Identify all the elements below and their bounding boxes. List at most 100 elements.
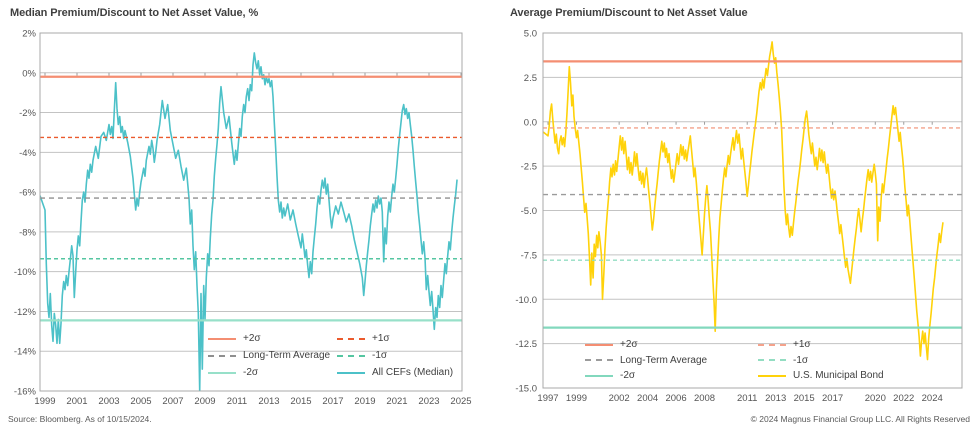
legend-swatch xyxy=(208,354,236,357)
plot-border xyxy=(39,32,463,392)
x-tick-label: 2005 xyxy=(130,396,151,407)
legend-item: Long-Term Average xyxy=(585,355,758,366)
x-tick-label: 1999 xyxy=(34,396,55,407)
legend-label: -2σ xyxy=(243,367,259,378)
legend-label: Long-Term Average xyxy=(243,350,331,361)
legend-label: -1σ xyxy=(793,354,809,366)
y-tick-label: -10% xyxy=(14,267,37,278)
x-tick-label: 2003 xyxy=(98,396,119,407)
x-tick-label: 2013 xyxy=(258,396,279,407)
chart-plot-right: 5.0 2.5 0.0 -2.5 -5.0 -7.5 -10.0 -12.5 -15.01997… xyxy=(515,29,963,404)
x-tick-label: 2007 xyxy=(162,396,183,407)
legend-label: -2σ xyxy=(620,370,636,382)
legend-item: -1σ xyxy=(337,350,387,361)
legend-label: -1σ xyxy=(372,350,388,361)
y-tick-label: -14% xyxy=(14,347,37,358)
legend-label: Long-Term Average xyxy=(620,354,708,366)
legend-swatch xyxy=(585,343,613,346)
legend-item: -1σ xyxy=(758,355,808,366)
legend-item: +2σ xyxy=(208,333,337,344)
y-tick-label: -15.0 xyxy=(515,384,537,395)
legend-label: All CEFs (Median) xyxy=(372,367,454,378)
y-tick-label: -12% xyxy=(14,307,37,318)
chart-legend-left: +2σ +1σ Long-Term Average -1σ -2σ All CEFs (M… xyxy=(208,330,453,381)
x-tick-label: 2019 xyxy=(354,396,375,407)
x-tick-label: 2002 xyxy=(609,393,630,404)
x-tick-label: 2004 xyxy=(637,393,658,404)
legend-item: -2σ xyxy=(208,367,337,378)
y-tick-label: -10.0 xyxy=(515,295,537,306)
y-tick-label: 2.5 xyxy=(524,73,537,84)
legend-swatch xyxy=(208,371,236,374)
legend-row: Long-Term Average -1σ xyxy=(208,347,453,364)
legend-swatch xyxy=(337,371,365,374)
y-tick-label: -4% xyxy=(19,148,36,159)
x-tick-label: 2006 xyxy=(665,393,686,404)
legend-swatch xyxy=(337,337,365,340)
x-tick-label: 1999 xyxy=(566,393,587,404)
source-note: Source: Bloomberg. As of 10/15/2024. xyxy=(8,414,152,424)
legend-swatch xyxy=(337,354,365,357)
y-tick-label: -12.5 xyxy=(515,339,537,350)
legend-item: Long-Term Average xyxy=(208,350,337,361)
legend-swatch xyxy=(585,359,613,362)
x-tick-label: 2020 xyxy=(865,393,886,404)
legend-row: -2σ U.S. Municipal Bond xyxy=(585,368,884,384)
chart-plot-left: 2% 0% -2% -4% -6% -8% -10% -12% -14% -16%1999 2001… xyxy=(14,29,472,408)
x-tick-label: 2011 xyxy=(737,393,757,404)
y-tick-label: -5.0 xyxy=(521,206,537,217)
chart-title-left: Median Premium/Discount to Net Asset Val… xyxy=(10,7,259,19)
legend-label: +1σ xyxy=(372,333,390,344)
x-tick-label: 2017 xyxy=(822,393,843,404)
legend-label: +2σ xyxy=(620,339,638,351)
legend-row: Long-Term Average -1σ xyxy=(585,353,884,369)
y-tick-label: 0.0 xyxy=(524,117,537,128)
legend-label: +1σ xyxy=(793,339,811,351)
legend-row: +2σ +1σ xyxy=(208,330,453,347)
y-tick-label: -6% xyxy=(19,188,36,199)
x-tick-label: 2017 xyxy=(322,396,343,407)
chart-panel-muni-bond: Average Premium/Discount to Net Asset Va… xyxy=(489,0,978,410)
legend-swatch xyxy=(758,374,786,377)
copyright-note: © 2024 Magnus Financial Group LLC. All R… xyxy=(750,414,970,424)
legend-item: +1σ xyxy=(337,333,390,344)
x-tick-label: 2025 xyxy=(450,396,471,407)
x-tick-label: 2024 xyxy=(922,393,943,404)
x-tick-label: 2001 xyxy=(66,396,87,407)
legend-item: -2σ xyxy=(585,370,758,381)
x-tick-label: 2011 xyxy=(227,396,247,407)
chart-legend-right: +2σ +1σ Long-Term Average -1σ -2σ U.S. Munici… xyxy=(585,337,884,384)
x-tick-label: 2008 xyxy=(694,393,715,404)
legend-item: All CEFs (Median) xyxy=(337,367,453,378)
x-tick-label: 2015 xyxy=(290,396,311,407)
y-tick-label: -8% xyxy=(19,227,36,238)
legend-item: +1σ xyxy=(758,339,811,350)
chart-panel-median-cef: Median Premium/Discount to Net Asset Val… xyxy=(0,0,489,410)
x-tick-label: 2009 xyxy=(194,396,215,407)
y-tick-label: -2.5 xyxy=(521,162,537,173)
legend-row: +2σ +1σ xyxy=(585,337,884,353)
x-tick-label: 2023 xyxy=(418,396,439,407)
x-tick-label: 2022 xyxy=(893,393,914,404)
y-tick-label: 5.0 xyxy=(524,29,537,40)
y-tick-label: -2% xyxy=(19,108,36,119)
legend-swatch xyxy=(758,343,786,346)
x-tick-label: 2021 xyxy=(386,396,407,407)
plot-border xyxy=(542,32,963,389)
y-tick-label: 0% xyxy=(22,68,36,79)
x-tick-label: 1997 xyxy=(537,393,558,404)
y-tick-label: -7.5 xyxy=(521,250,537,261)
legend-item: U.S. Municipal Bond xyxy=(758,370,884,381)
legend-swatch xyxy=(208,337,236,340)
y-tick-label: 2% xyxy=(22,29,36,40)
y-tick-label: -16% xyxy=(14,387,37,398)
legend-item: +2σ xyxy=(585,339,758,350)
legend-swatch xyxy=(585,374,613,377)
chart-title-right: Average Premium/Discount to Net Asset Va… xyxy=(510,7,748,19)
x-tick-label: 2013 xyxy=(765,393,786,404)
legend-swatch xyxy=(758,359,786,362)
legend-label: U.S. Municipal Bond xyxy=(793,370,884,382)
legend-label: +2σ xyxy=(243,333,261,344)
x-tick-label: 2015 xyxy=(794,393,815,404)
